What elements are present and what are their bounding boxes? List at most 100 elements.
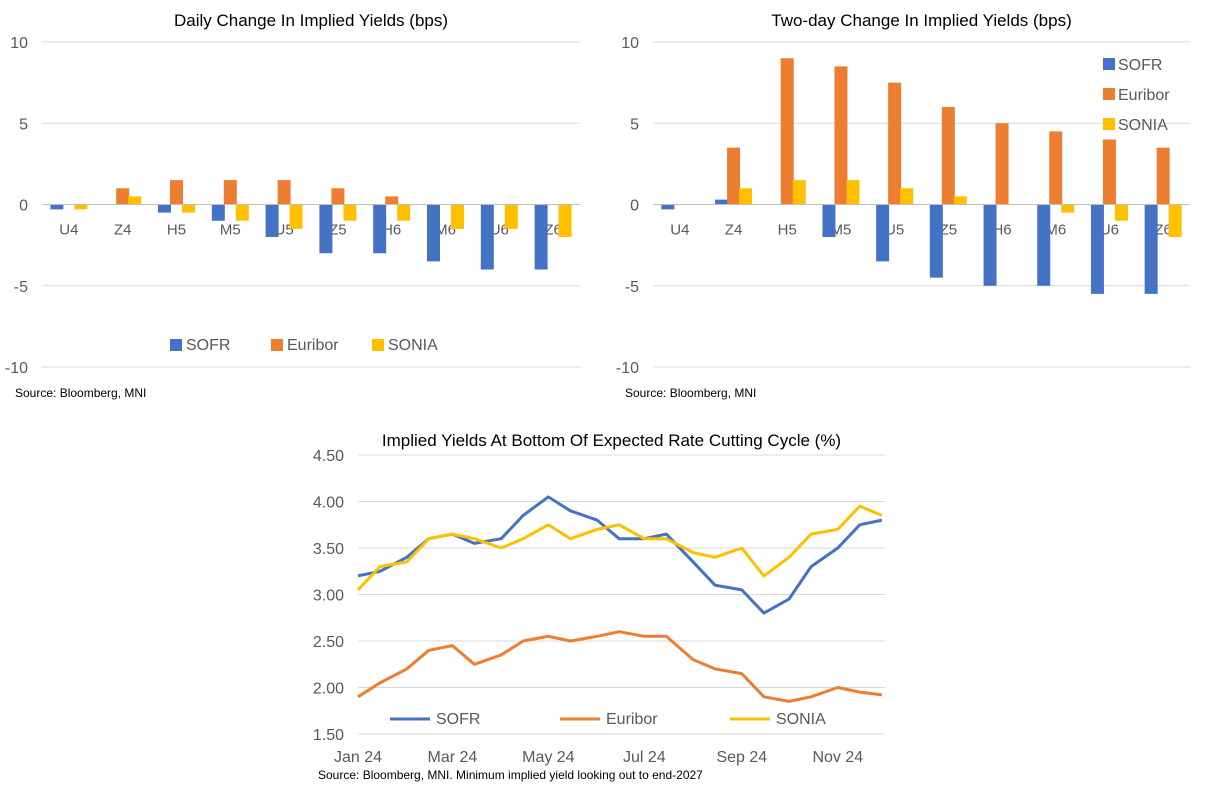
bar-euribor-h6 xyxy=(385,196,399,205)
x-tick-label: Z6 xyxy=(1154,222,1172,239)
x-tick-label: M6 xyxy=(435,222,456,239)
bar-euribor-h5 xyxy=(780,58,794,205)
bar-euribor-z6 xyxy=(1156,147,1170,205)
legend-label-euribor: Euribor xyxy=(1118,87,1170,104)
x-tick-label: U4 xyxy=(59,222,78,239)
bar-sofr-h5 xyxy=(158,204,171,213)
bar-sofr-h6 xyxy=(983,204,997,286)
bar-sofr-z5 xyxy=(929,204,943,278)
chart-source: Source: Bloomberg, MNI xyxy=(15,386,147,400)
x-tick-label: U5 xyxy=(275,222,294,239)
y-tick-label: -10 xyxy=(5,360,28,377)
bar-sofr-z4 xyxy=(715,199,729,205)
y-tick-label: 3.00 xyxy=(313,588,344,605)
bar-sonia-z6 xyxy=(1168,204,1182,237)
y-tick-label: 0 xyxy=(630,198,639,215)
bar-sofr-u6 xyxy=(480,204,494,270)
legend-label-euribor: Euribor xyxy=(287,337,339,354)
bar-sonia-z4 xyxy=(128,196,142,205)
bar-sofr-z5 xyxy=(319,204,333,254)
x-tick-label: Jul 24 xyxy=(623,749,666,766)
x-tick-label: Nov 24 xyxy=(812,749,863,766)
bar-euribor-u5 xyxy=(277,180,291,205)
chart-source: Source: Bloomberg, MNI xyxy=(625,386,757,400)
bar-euribor-z5 xyxy=(331,188,345,205)
chart-title: Daily Change In Implied Yields (bps) xyxy=(174,11,448,30)
bar-sonia-m5 xyxy=(846,180,860,205)
legend-swatch-sonia xyxy=(1103,118,1115,130)
y-tick-label: -5 xyxy=(14,279,28,296)
y-tick-label: 2.50 xyxy=(313,634,344,651)
bar-euribor-m6 xyxy=(1049,131,1063,205)
x-tick-label: U5 xyxy=(885,222,904,239)
legend-swatch-sonia xyxy=(372,339,384,351)
bar-sofr-u4 xyxy=(50,204,64,210)
x-tick-label: M6 xyxy=(1045,222,1066,239)
bar-sofr-m6 xyxy=(1037,204,1051,286)
y-tick-label: 4.50 xyxy=(313,448,344,465)
chart-title: Two-day Change In Implied Yields (bps) xyxy=(771,11,1072,30)
x-tick-label: Jan 24 xyxy=(334,749,382,766)
daily-change-chart: Daily Change In Implied Yields (bps) -10 -… xyxy=(0,0,600,420)
y-tick-label: 3.50 xyxy=(313,541,344,558)
bar-sonia-h6 xyxy=(397,204,411,221)
y-tick-label: 4.00 xyxy=(313,495,344,512)
legend-label-sofr: SOFR xyxy=(436,711,480,728)
bar-sonia-u6 xyxy=(1114,204,1128,221)
bar-sofr-h6 xyxy=(373,204,387,254)
implied-yields-line-chart-svg: Implied Yields At Bottom Of Expected Rat… xyxy=(313,431,885,766)
line-sonia xyxy=(356,504,883,591)
bar-sonia-u5 xyxy=(289,204,303,229)
y-tick-label: 2.00 xyxy=(313,681,344,698)
x-tick-label: Z5 xyxy=(329,222,347,239)
bar-euribor-u5 xyxy=(888,82,902,205)
x-tick-label: H5 xyxy=(778,222,797,239)
bar-sofr-z6 xyxy=(1144,204,1158,294)
bar-sofr-u6 xyxy=(1090,204,1104,294)
chart-source: Source: Bloomberg, MNI. Minimum implied … xyxy=(318,768,703,782)
bar-euribor-m5 xyxy=(223,180,237,205)
bar-sonia-m6 xyxy=(1061,204,1075,213)
bar-sonia-m5 xyxy=(235,204,249,221)
x-tick-label: M5 xyxy=(220,222,241,239)
bar-euribor-h6 xyxy=(995,123,1009,205)
x-tick-label: U6 xyxy=(490,222,509,239)
y-tick-label: -10 xyxy=(616,360,639,377)
bar-sofr-u5 xyxy=(265,204,279,237)
legend-label-sofr: SOFR xyxy=(1118,57,1162,74)
bar-sofr-u5 xyxy=(876,204,890,262)
bar-euribor-z4 xyxy=(116,188,130,205)
y-tick-label: 5 xyxy=(630,116,639,133)
x-tick-label: Z4 xyxy=(114,222,132,239)
chart-title: Implied Yields At Bottom Of Expected Rat… xyxy=(382,431,841,450)
bar-sonia-m6 xyxy=(451,204,464,229)
bar-euribor-h5 xyxy=(170,180,183,205)
x-tick-label: U4 xyxy=(670,222,689,239)
bar-euribor-z4 xyxy=(727,147,741,205)
implied-yields-line-chart: Implied Yields At Bottom Of Expected Rat… xyxy=(300,420,905,787)
x-tick-label: Mar 24 xyxy=(427,749,477,766)
bar-sofr-m5 xyxy=(822,204,836,237)
x-tick-label: H6 xyxy=(992,222,1011,239)
bar-sonia-z5 xyxy=(343,204,357,221)
bar-euribor-m5 xyxy=(834,66,848,205)
bar-sonia-z6 xyxy=(558,204,572,237)
y-tick-label: 10 xyxy=(10,35,28,52)
bar-sofr-m5 xyxy=(211,204,225,221)
legend-label-sonia: SONIA xyxy=(1118,117,1168,134)
bar-sofr-m6 xyxy=(427,204,440,262)
x-tick-label: Z4 xyxy=(725,222,743,239)
legend-swatch-euribor xyxy=(271,339,283,351)
two-day-change-chart-svg: Two-day Change In Implied Yields (bps) -1… xyxy=(616,11,1190,377)
bar-sofr-z6 xyxy=(534,204,548,270)
legend-label-sofr: SOFR xyxy=(186,337,230,354)
bar-sonia-u5 xyxy=(900,188,914,205)
line-sofr xyxy=(357,495,883,615)
legend-label-sonia: SONIA xyxy=(388,337,438,354)
y-tick-label: 5 xyxy=(19,116,28,133)
x-tick-label: U6 xyxy=(1100,222,1119,239)
x-tick-label: H6 xyxy=(382,222,401,239)
legend-swatch-sofr xyxy=(1103,58,1115,70)
bar-sonia-z5 xyxy=(953,196,967,205)
x-tick-label: May 24 xyxy=(522,749,575,766)
